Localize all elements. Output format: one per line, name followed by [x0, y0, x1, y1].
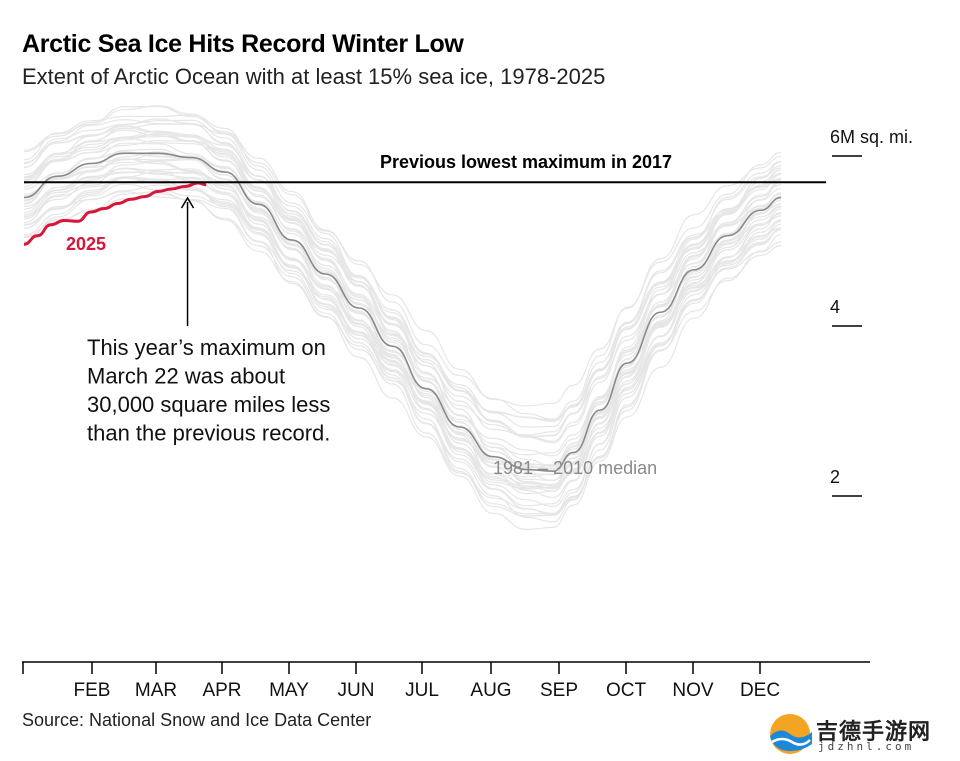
historical-year-line	[23, 191, 782, 516]
x-tick-label: JUN	[338, 680, 375, 700]
historical-year-line	[23, 125, 782, 422]
historical-year-line	[23, 168, 782, 490]
x-tick-label: NOV	[672, 680, 714, 700]
historical-year-line	[23, 158, 782, 489]
historical-year-line	[23, 134, 782, 442]
historical-year-line	[23, 151, 782, 507]
label-2025: 2025	[66, 234, 106, 254]
historical-year-line	[23, 130, 782, 438]
annotation-line: than the previous record.	[87, 421, 330, 446]
annotation-layer: 2025 1981 – 2010 median This year’s maximu…	[66, 196, 657, 478]
historical-year-line	[23, 114, 782, 420]
historical-year-line	[23, 129, 782, 421]
x-tick-label: AUG	[470, 680, 511, 700]
x-tick-label: APR	[202, 680, 241, 700]
label-median: 1981 – 2010 median	[493, 458, 657, 478]
x-tick-label: MAR	[135, 680, 177, 700]
historical-year-line	[23, 123, 782, 486]
historical-year-line	[23, 177, 782, 514]
y-tick-label: 4	[830, 297, 840, 317]
watermark-logo: 吉德手游网 jdzhnl.com	[768, 712, 958, 756]
x-tick-label: FEB	[74, 680, 111, 700]
historical-year-line	[23, 177, 782, 490]
y-tick-label: 6M sq. mi.	[830, 127, 913, 147]
historical-year-line	[23, 105, 782, 407]
historical-year-line	[23, 176, 782, 517]
historical-year-line	[23, 142, 782, 456]
historical-year-line	[23, 161, 782, 478]
annotation-max-note: This year’s maximum on March 22 was about…	[87, 335, 330, 446]
historical-year-line	[23, 119, 782, 487]
annotation-arrow-head	[180, 196, 195, 209]
reference-line-label: Previous lowest maximum in 2017	[380, 152, 672, 172]
x-tick-label: MAY	[269, 680, 309, 700]
annotation-line: 30,000 square miles less	[87, 392, 330, 417]
x-axis: FEB MAR APR MAY JUN JUL AUG SEP OCT NOV DEC	[22, 661, 870, 700]
annotation-line: This year’s maximum on	[87, 335, 326, 360]
historical-year-line	[23, 193, 782, 531]
wave-logo-icon	[770, 714, 812, 754]
series-layer	[23, 152, 782, 472]
watermark-text-cn: 吉德手游网	[816, 719, 932, 744]
source-note: Source: National Snow and Ice Data Cente…	[22, 710, 372, 730]
historical-year-line	[23, 157, 782, 444]
historical-year-line	[23, 153, 782, 472]
series-line-median	[23, 152, 782, 472]
historical-year-line	[23, 137, 782, 499]
chart-title: Arctic Sea Ice Hits Record Winter Low	[22, 30, 464, 58]
series-line-2025	[23, 181, 207, 246]
chart-subtitle: Extent of Arctic Ocean with at least 15%…	[22, 64, 606, 89]
historical-year-line	[23, 133, 782, 428]
watermark-text-en: jdzhnl.com	[818, 740, 915, 753]
x-tick-label: JUL	[405, 680, 439, 700]
historical-years-band	[23, 105, 782, 531]
x-tick-label: DEC	[740, 680, 780, 700]
x-tick-label: SEP	[540, 680, 578, 700]
annotation-line: March 22 was about	[87, 364, 285, 389]
y-axis: 6M sq. mi. 4 2	[830, 127, 913, 497]
y-tick-label: 2	[830, 467, 840, 487]
chart-canvas: 6M sq. mi. 4 2 Previous lowest maximum in …	[22, 105, 913, 700]
reference-layer: Previous lowest maximum in 2017	[24, 152, 826, 184]
x-tick-label: OCT	[606, 680, 647, 700]
